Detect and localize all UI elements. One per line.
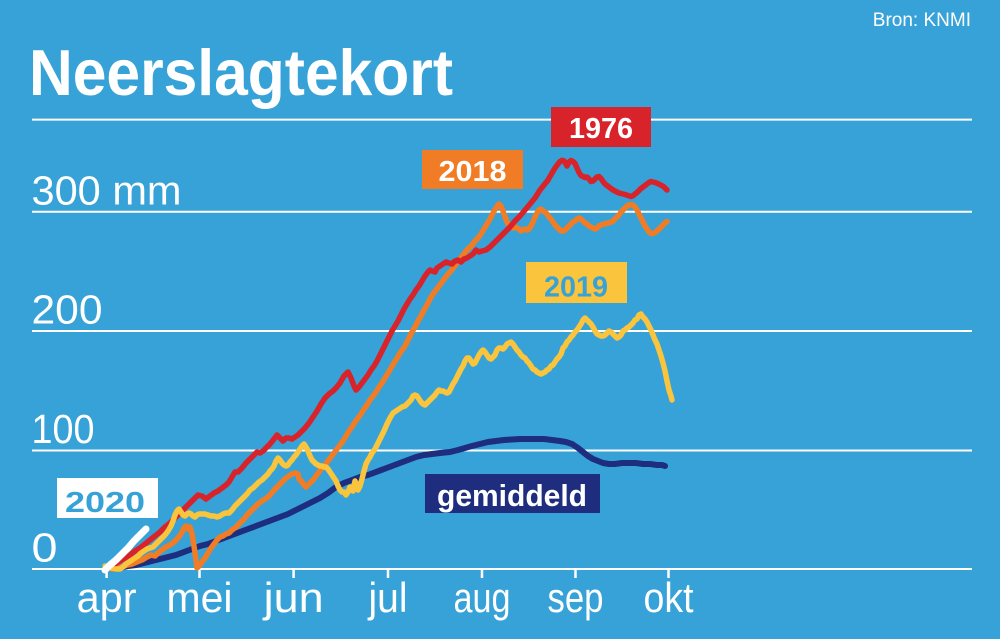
- svg-text:Neerslagtekort: Neerslagtekort: [29, 36, 453, 109]
- svg-text:gemiddeld: gemiddeld: [437, 478, 587, 513]
- svg-text:2018: 2018: [439, 156, 507, 188]
- svg-text:okt: okt: [644, 574, 694, 621]
- svg-text:apr: apr: [77, 574, 137, 621]
- svg-text:300 mm: 300 mm: [32, 168, 182, 214]
- svg-text:2020: 2020: [65, 487, 145, 519]
- svg-text:1976: 1976: [569, 113, 633, 145]
- svg-text:0: 0: [32, 524, 58, 570]
- svg-text:200: 200: [32, 286, 103, 332]
- svg-text:100: 100: [32, 406, 95, 452]
- svg-text:2019: 2019: [544, 272, 608, 304]
- svg-text:jul: jul: [367, 574, 408, 621]
- svg-text:Bron: KNMI: Bron: KNMI: [873, 10, 971, 31]
- svg-text:aug: aug: [454, 574, 511, 621]
- svg-text:mei: mei: [167, 574, 233, 621]
- svg-text:jun: jun: [261, 574, 323, 621]
- svg-text:sep: sep: [548, 574, 604, 621]
